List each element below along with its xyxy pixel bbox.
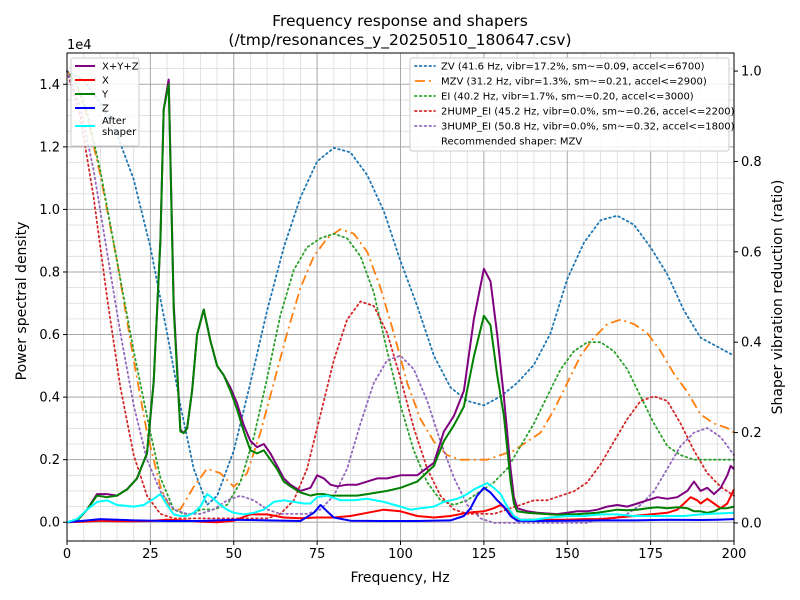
x-axis-label: Frequency, Hz — [350, 570, 449, 586]
x-tick-label: 50 — [225, 547, 242, 562]
x-tick-label: 75 — [309, 547, 326, 562]
y-tick-label: 1.4 — [39, 78, 60, 93]
legend-right-box — [409, 57, 730, 152]
y-tick-label: 0.6 — [39, 328, 60, 343]
x-tick-label: 150 — [555, 547, 580, 562]
chart-subtitle: (/tmp/resonances_y_20250510_180647.csv) — [228, 31, 571, 50]
x-tick-label: 0 — [63, 547, 71, 562]
series-line-3 — [66, 486, 735, 524]
legend-left-label: Z — [102, 104, 109, 115]
x-tick-label: 100 — [388, 547, 413, 562]
x-tick-label: 200 — [722, 547, 747, 562]
series-line-5 — [66, 70, 735, 506]
chart-title: Frequency response and shapers — [272, 12, 528, 30]
y-tick-label: 0.4 — [39, 391, 60, 406]
y-offset-label: 1e4 — [67, 38, 92, 53]
y2-tick-label: 0.2 — [741, 426, 762, 441]
y2-tick-label: 1.0 — [741, 65, 762, 80]
legend-right: ZV (41.6 Hz, vibr=17.2%, sm~=0.09, accel… — [409, 57, 735, 152]
y-tick-label: 0.0 — [39, 516, 60, 531]
y-tick-label: 1.2 — [39, 140, 60, 155]
legend-left-label: After — [102, 116, 127, 127]
x-tick-label: 175 — [638, 547, 663, 562]
ticks-layer: 0 25 50 75 100 125 150 175 200 0.0 0.2 0.4 0.6 0.8 1.0… — [39, 65, 761, 562]
y2-axis-label: Shaper vibration reduction (ratio) — [770, 180, 786, 415]
series-line-2 — [66, 83, 735, 524]
x-tick-label: 125 — [471, 547, 496, 562]
legend-right-label: 3HUMP_EI (50.8 Hz, vibr=0.0%, sm~=0.32, … — [441, 122, 735, 133]
legend-left-label: shaper — [102, 127, 137, 138]
legend-left-label: X+Y+Z — [102, 62, 139, 73]
y-tick-label: 0.2 — [39, 453, 60, 468]
series-line-8 — [66, 70, 735, 520]
legend-right-label: Recommended shaper: MZV — [441, 137, 582, 148]
y2-tick-label: 0.0 — [741, 516, 762, 531]
x-tick-label: 25 — [142, 547, 159, 562]
legend-right-label: ZV (41.6 Hz, vibr=17.2%, sm~=0.09, accel… — [441, 62, 705, 73]
legend-right-label: EI (40.2 Hz, vibr=1.7%, sm~=0.20, accel<… — [441, 92, 694, 103]
y2-tick-label: 0.6 — [741, 245, 762, 260]
series-line-7 — [66, 70, 735, 515]
y-tick-label: 1.0 — [39, 203, 60, 218]
legend-left-label: Y — [101, 90, 109, 101]
y2-tick-label: 0.8 — [741, 155, 762, 170]
series-layer — [66, 70, 735, 524]
y-tick-label: 0.8 — [39, 265, 60, 280]
series-line-4 — [66, 482, 735, 524]
y2-tick-label: 0.4 — [741, 336, 762, 351]
legend-left-label: X — [102, 76, 109, 87]
legend-right-label: MZV (31.2 Hz, vibr=1.3%, sm~=0.21, accel… — [441, 77, 707, 88]
y-axis-label: Power spectral density — [14, 222, 30, 381]
legend-right-label: 2HUMP_EI (45.2 Hz, vibr=0.0%, sm~=0.26, … — [441, 107, 735, 118]
